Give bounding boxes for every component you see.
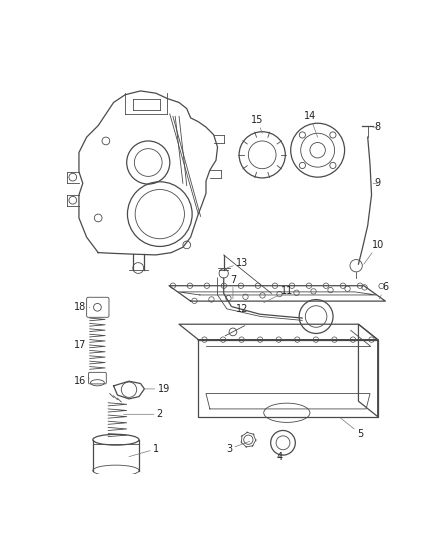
Text: 13: 13	[227, 257, 248, 268]
Text: 5: 5	[341, 418, 363, 439]
Text: 3: 3	[226, 441, 250, 454]
Text: 1: 1	[129, 444, 159, 457]
Text: 12: 12	[231, 304, 248, 314]
Text: 15: 15	[251, 115, 264, 133]
Text: 14: 14	[304, 111, 318, 137]
Text: 19: 19	[145, 384, 170, 394]
Text: 4: 4	[276, 451, 283, 462]
Text: 2: 2	[124, 409, 163, 419]
Text: 16: 16	[74, 376, 90, 386]
Text: 11: 11	[264, 286, 293, 303]
Text: 6: 6	[379, 282, 389, 299]
Text: 10: 10	[364, 240, 384, 264]
Text: 9: 9	[373, 179, 381, 188]
Text: 18: 18	[74, 302, 90, 312]
Text: 7: 7	[230, 274, 236, 299]
Text: 8: 8	[373, 122, 381, 132]
Text: 17: 17	[74, 340, 90, 350]
